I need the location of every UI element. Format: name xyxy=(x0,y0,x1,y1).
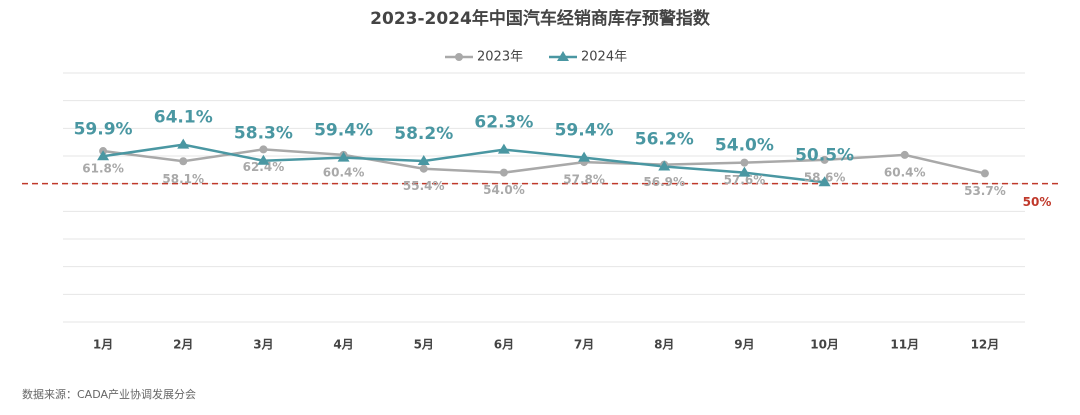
data-label: 57.6% xyxy=(724,173,766,187)
x-tick-label: 2月 xyxy=(173,338,193,352)
data-label: 62.3% xyxy=(474,113,533,133)
data-label: 54.0% xyxy=(483,183,525,197)
point-marker xyxy=(337,151,350,162)
legend-marker xyxy=(455,53,463,61)
x-tick-label: 12月 xyxy=(971,338,1000,352)
source-note: 数据来源：CADA产业协调发展分会 xyxy=(22,387,196,401)
point-marker xyxy=(499,168,508,177)
point-marker xyxy=(740,158,749,167)
data-label: 50.5% xyxy=(795,145,854,165)
data-label: 57.8% xyxy=(563,173,605,187)
data-label: 55.4% xyxy=(403,179,445,193)
point-marker xyxy=(257,154,270,165)
data-label: 56.2% xyxy=(635,130,694,150)
data-label: 59.4% xyxy=(555,121,614,141)
data-label: 59.4% xyxy=(314,121,373,141)
x-tick-label: 4月 xyxy=(333,338,353,352)
data-label: 64.1% xyxy=(154,108,213,128)
chart-title: 2023-2024年中国汽车经销商库存预警指数 xyxy=(370,8,711,29)
x-tick-label: 9月 xyxy=(734,338,754,352)
point-marker xyxy=(97,150,110,161)
x-tick-label: 3月 xyxy=(253,338,273,352)
point-marker xyxy=(820,155,829,164)
point-marker xyxy=(818,176,831,187)
point-marker xyxy=(497,143,510,154)
point-marker xyxy=(177,138,190,149)
series-line xyxy=(102,143,825,184)
x-tick-label: 1月 xyxy=(93,338,113,352)
legend-label: 2023年 xyxy=(477,50,523,65)
data-label: 58.3% xyxy=(234,124,293,144)
legend-marker xyxy=(557,51,569,61)
point-marker xyxy=(980,169,989,178)
point-marker xyxy=(578,151,591,162)
x-tick-label: 11月 xyxy=(890,338,919,352)
point-marker xyxy=(417,154,430,165)
point-marker xyxy=(179,157,188,166)
data-label: 58.2% xyxy=(394,124,453,144)
point-marker xyxy=(900,150,909,159)
legend-label: 2024年 xyxy=(581,50,627,65)
x-tick-label: 8月 xyxy=(654,338,674,352)
data-label: 60.4% xyxy=(323,165,365,179)
data-label: 62.4% xyxy=(243,160,285,174)
data-label: 58.1% xyxy=(162,172,204,186)
data-label: 59.9% xyxy=(74,119,133,139)
point-marker xyxy=(419,164,428,173)
data-label: 54.0% xyxy=(715,136,774,156)
x-tick-label: 6月 xyxy=(494,338,514,352)
point-marker xyxy=(738,166,751,177)
data-label: 56.9% xyxy=(643,175,685,189)
series-line xyxy=(102,148,986,175)
x-tick-label: 10月 xyxy=(810,338,839,352)
data-label: 60.4% xyxy=(884,165,926,179)
x-tick-label: 7月 xyxy=(574,338,594,352)
data-label: 53.7% xyxy=(964,184,1006,198)
data-label: 61.8% xyxy=(82,162,124,176)
point-marker xyxy=(259,145,268,154)
x-tick-label: 5月 xyxy=(414,338,434,352)
point-marker xyxy=(658,160,671,171)
threshold-label: 50% xyxy=(1023,195,1052,209)
